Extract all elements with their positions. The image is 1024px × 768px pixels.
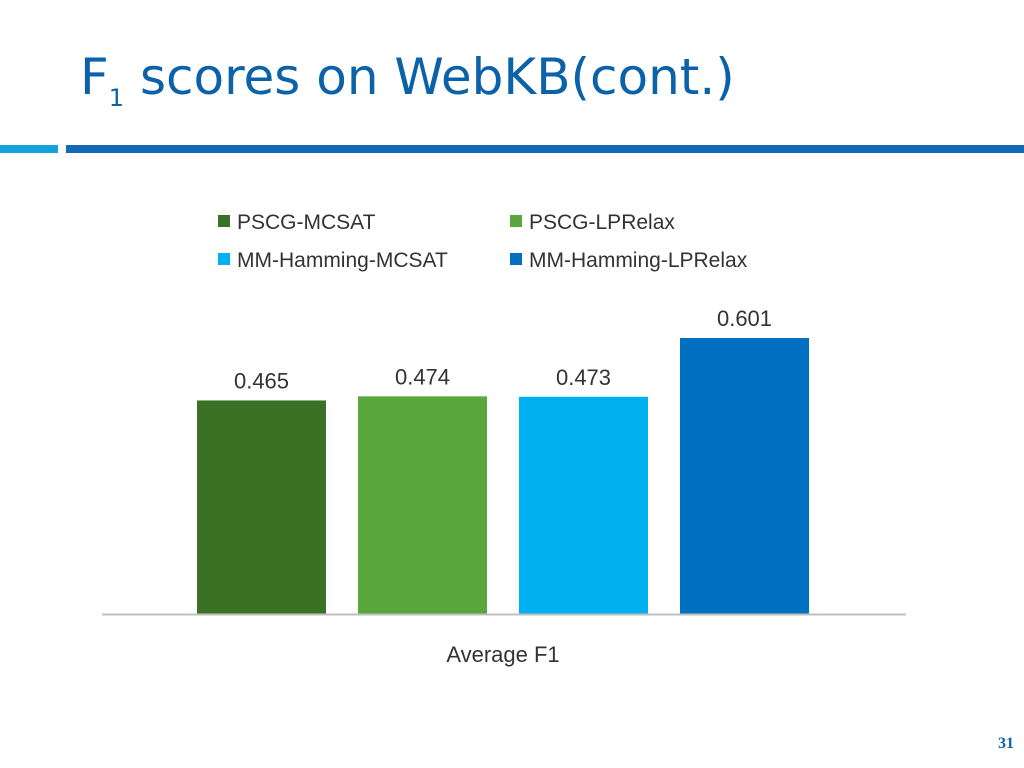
bar-mm-hamming-lprelax bbox=[680, 338, 809, 614]
value-label-pscg-lprelax: 0.474 bbox=[395, 364, 450, 389]
legend-swatch-pscg-mcsat bbox=[218, 215, 230, 227]
title-main: F bbox=[80, 48, 109, 106]
title-rest: scores on WebKB(cont.) bbox=[124, 48, 735, 106]
chart-legend: PSCG-MCSAT PSCG-LPRelax MM-Hamming-MCSAT MM… bbox=[218, 211, 748, 272]
bar-mm-hamming-mcsat bbox=[519, 396, 648, 614]
legend-label-mm-hamming-lprelax: MM-Hamming-LPRelax bbox=[529, 249, 748, 272]
value-label-mm-hamming-lprelax: 0.601 bbox=[717, 306, 772, 331]
legend-swatch-pscg-lprelax bbox=[510, 215, 522, 227]
bar-series-group bbox=[197, 338, 809, 614]
page-number: 31 bbox=[998, 735, 1014, 752]
legend-label-pscg-mcsat: PSCG-MCSAT bbox=[237, 211, 376, 234]
bar-pscg-lprelax bbox=[358, 396, 487, 614]
bar-pscg-mcsat bbox=[197, 400, 326, 614]
value-labels-group: 0.465 0.474 0.473 0.601 bbox=[234, 306, 772, 393]
legend-label-mm-hamming-mcsat: MM-Hamming-MCSAT bbox=[237, 249, 448, 272]
value-label-pscg-mcsat: 0.465 bbox=[234, 368, 289, 393]
legend-label-pscg-lprelax: PSCG-LPRelax bbox=[529, 211, 675, 234]
x-tick-label: Average F1 bbox=[446, 642, 559, 667]
legend-swatch-mm-hamming-lprelax bbox=[510, 253, 522, 265]
slide-title: F1 scores on WebKB(cont.) bbox=[80, 52, 735, 110]
title-subscript: 1 bbox=[108, 84, 125, 112]
legend-swatch-mm-hamming-mcsat bbox=[218, 253, 230, 265]
title-rule-short bbox=[0, 145, 58, 153]
value-label-mm-hamming-mcsat: 0.473 bbox=[556, 365, 611, 390]
title-rule-long bbox=[66, 145, 1024, 153]
